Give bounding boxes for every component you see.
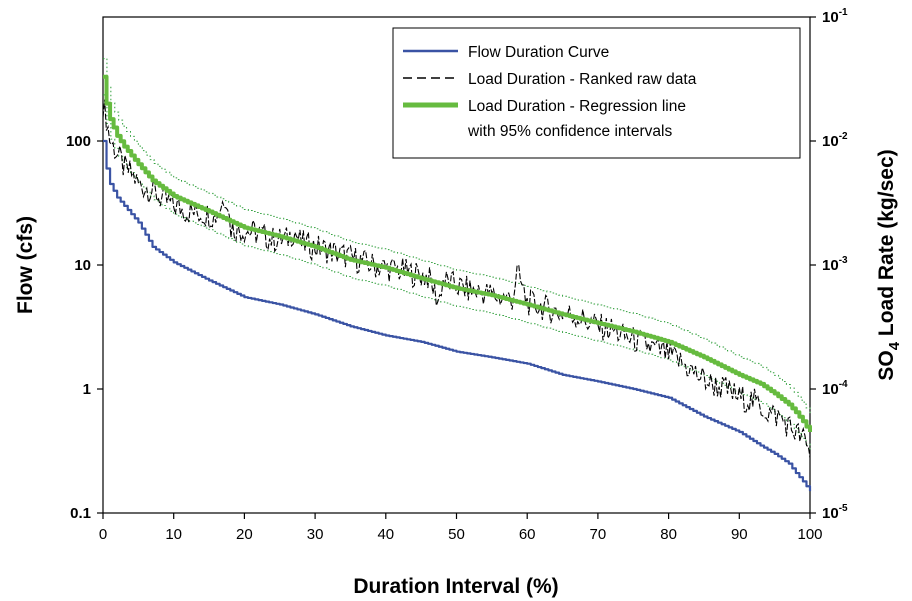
legend: Flow Duration Curve Load Duration - Rank… — [392, 27, 801, 159]
series-layer — [102, 58, 812, 492]
x-tick-label: 80 — [660, 526, 677, 543]
legend-label-raw: Load Duration - Ranked raw data — [468, 71, 697, 88]
left-y-axis-ticks: 0.1 1 10 100 — [66, 133, 103, 522]
left-y-tick-label: 1 — [83, 381, 91, 398]
right-y-tick-label: 10-2 — [822, 131, 848, 150]
x-tick-label: 100 — [797, 526, 822, 543]
left-y-tick-label: 100 — [66, 133, 91, 150]
right-y-axis-title: SO4 Load Rate (kg/sec) — [875, 149, 903, 380]
confidence-lower-line — [103, 94, 811, 451]
flow-duration-line — [103, 139, 812, 492]
left-y-tick-label: 10 — [74, 257, 91, 274]
regression-line — [103, 74, 812, 432]
x-axis-ticks: 0 10 20 30 40 50 60 70 80 90 100 — [99, 513, 823, 543]
x-axis-title: Duration Interval (%) — [353, 575, 558, 598]
legend-label-regression-line2: with 95% confidence intervals — [467, 123, 672, 140]
right-y-axis-title-subscript: 4 — [886, 341, 903, 350]
right-y-axis-ticks: 10-5 10-4 10-3 10-2 10-1 — [810, 7, 848, 522]
right-y-axis-title-suffix: Load Rate (kg/sec) — [875, 149, 898, 342]
legend-label-regression: Load Duration - Regression line — [468, 98, 686, 115]
legend-label-flow: Flow Duration Curve — [468, 44, 609, 61]
left-y-tick-label: 0.1 — [70, 505, 91, 522]
right-y-tick-label: 10-5 — [822, 503, 848, 522]
right-y-tick-label: 10-3 — [822, 255, 848, 274]
right-y-tick-label: 10-4 — [822, 379, 848, 398]
x-tick-label: 40 — [377, 526, 394, 543]
x-tick-label: 20 — [236, 526, 253, 543]
x-tick-label: 0 — [99, 526, 107, 543]
confidence-upper-line — [103, 58, 811, 414]
x-tick-label: 30 — [307, 526, 324, 543]
left-y-axis-title: Flow (cfs) — [14, 216, 37, 314]
x-tick-label: 70 — [590, 526, 607, 543]
x-tick-label: 50 — [448, 526, 465, 543]
x-tick-label: 60 — [519, 526, 536, 543]
x-tick-label: 10 — [165, 526, 182, 543]
right-y-tick-label: 10-1 — [822, 7, 848, 26]
x-tick-label: 90 — [731, 526, 748, 543]
legend-box — [392, 27, 801, 159]
load-raw-line — [102, 99, 811, 458]
right-y-axis-title-prefix: SO — [875, 350, 898, 380]
